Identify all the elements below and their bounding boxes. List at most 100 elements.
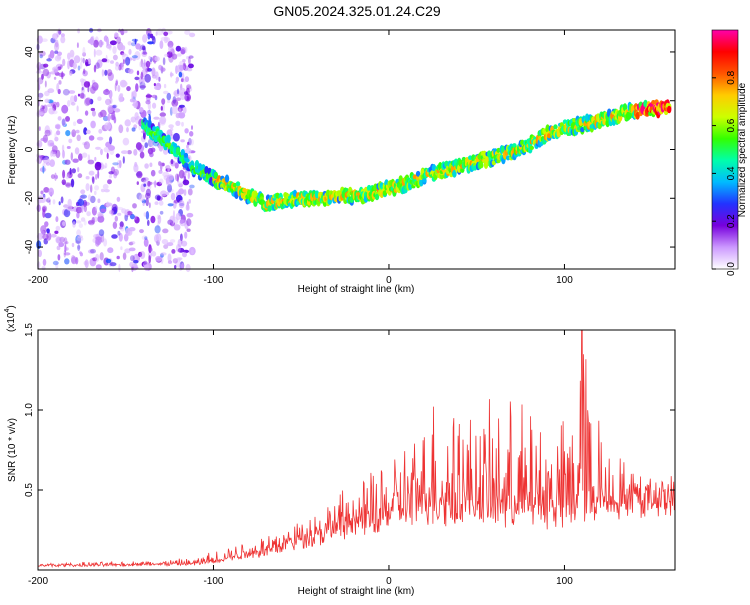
spectrogram-cell	[235, 181, 241, 187]
spectrogram-cell	[121, 52, 126, 57]
spectrogram-cell	[47, 88, 55, 94]
spectrogram-cell	[63, 252, 71, 256]
spectrogram-cell	[147, 180, 151, 187]
spectrogram-cell	[62, 88, 70, 96]
spectrogram-cell	[77, 65, 81, 71]
spectrogram-cell	[82, 52, 86, 57]
spectrogram-cell	[53, 76, 57, 80]
spectrogram-cell	[129, 213, 135, 220]
spectrogram-cell	[182, 106, 187, 114]
spectrogram-cell	[143, 260, 147, 266]
spectrogram-cell	[85, 59, 89, 67]
spectrogram-cell	[105, 43, 112, 49]
spectrogram-cell	[113, 108, 121, 113]
spectrogram-x-tick-label: 0	[386, 275, 392, 286]
spectrogram-cell	[55, 261, 59, 270]
spectrogram-cell	[71, 168, 77, 174]
spectrogram-cell	[60, 196, 64, 204]
spectrogram-cell	[82, 70, 88, 77]
spectrogram-cell	[62, 58, 66, 67]
spectrogram-cell	[160, 106, 163, 111]
spectrogram-cell	[156, 195, 161, 201]
spectrogram-cell	[143, 183, 147, 187]
spectrogram-cell	[111, 111, 116, 121]
spectrogram-cell	[135, 83, 139, 92]
spectrogram-cell	[48, 200, 51, 206]
spectrogram-cell	[88, 170, 95, 176]
spectrogram-cell	[159, 162, 163, 171]
spectrogram-cell	[108, 174, 113, 179]
spectrogram-cell	[90, 107, 96, 112]
spectrogram-cell	[92, 257, 98, 262]
spectrogram-cell	[101, 69, 105, 77]
spectrogram-cell	[224, 174, 230, 183]
spectrogram-cells	[35, 27, 672, 273]
spectrogram-cell	[179, 64, 186, 71]
spectrogram-cell	[136, 70, 140, 76]
spectrogram-cell	[175, 76, 180, 83]
spectrogram-cell	[145, 60, 151, 68]
spectrogram-cell	[73, 55, 81, 64]
spectrogram-cell	[168, 124, 174, 129]
spectrogram-cell	[36, 157, 41, 164]
spectrogram-cell	[108, 171, 114, 175]
spectrogram-cell	[132, 57, 136, 62]
spectrogram-cell	[130, 255, 135, 262]
spectrogram-cell	[175, 260, 181, 268]
spectrogram-cell	[105, 88, 109, 93]
colorbar-label: Normalized spectral amplitude	[737, 82, 748, 217]
spectrogram-cell	[145, 211, 150, 220]
spectrogram-cell	[75, 240, 82, 244]
spectrogram-cell	[42, 258, 47, 266]
spectrogram-cell	[56, 101, 60, 108]
spectrogram-cell	[121, 150, 128, 155]
spectrogram-cell	[107, 72, 114, 81]
spectrogram-cell	[111, 234, 118, 239]
spectrogram-cell	[43, 187, 50, 193]
spectrogram-cell	[75, 206, 83, 214]
spectrogram-cell	[104, 69, 108, 76]
spectrogram-cell	[73, 95, 78, 103]
spectrogram-cell	[48, 107, 55, 115]
spectrogram-cell	[159, 119, 166, 126]
spectrogram-cell	[153, 116, 160, 120]
spectrogram-cell	[99, 109, 107, 118]
snr-y-tick-label: 1.0	[24, 403, 35, 417]
colorbar-tick-label: 0.4	[726, 166, 737, 180]
spectrogram-cell	[190, 138, 195, 146]
spectrogram-cell	[111, 203, 118, 213]
spectrogram-cell	[175, 146, 181, 156]
spectrogram-cell	[87, 86, 90, 93]
spectrogram-cell	[143, 264, 149, 271]
spectrogram-cell	[178, 104, 185, 108]
spectrogram-cell	[157, 220, 160, 229]
spectrogram-cell	[109, 136, 113, 145]
spectrogram-cell	[142, 45, 146, 51]
spectrogram-cell	[97, 169, 100, 179]
spectrogram-cell	[121, 208, 127, 214]
spectrogram-cell	[112, 104, 117, 109]
spectrogram-cell	[172, 132, 180, 142]
spectrogram-cell	[56, 124, 61, 130]
spectrogram-cell	[42, 157, 50, 164]
spectrogram-cell	[135, 142, 142, 151]
spectrogram-cell	[166, 92, 172, 101]
spectrogram-cell	[54, 230, 59, 234]
spectrogram-cell	[186, 228, 191, 232]
spectrogram-cell	[80, 217, 86, 222]
spectrogram-cell	[35, 70, 43, 74]
spectrogram-cell	[183, 189, 187, 196]
spectrogram-cell	[103, 189, 110, 193]
spectrogram-cell	[131, 127, 136, 132]
spectrogram-cell	[167, 203, 174, 207]
spectrogram-cell	[87, 159, 95, 165]
spectrogram-cell	[96, 162, 102, 167]
spectrogram-cell	[150, 215, 156, 224]
spectrogram-cell	[38, 126, 41, 131]
spectrogram-cell	[180, 235, 183, 245]
spectrogram-cell	[158, 169, 163, 174]
spectrogram-cell	[178, 71, 183, 78]
spectrogram-cell	[65, 174, 70, 180]
spectrogram-cell	[80, 189, 86, 195]
spectrogram-cell	[148, 55, 151, 60]
